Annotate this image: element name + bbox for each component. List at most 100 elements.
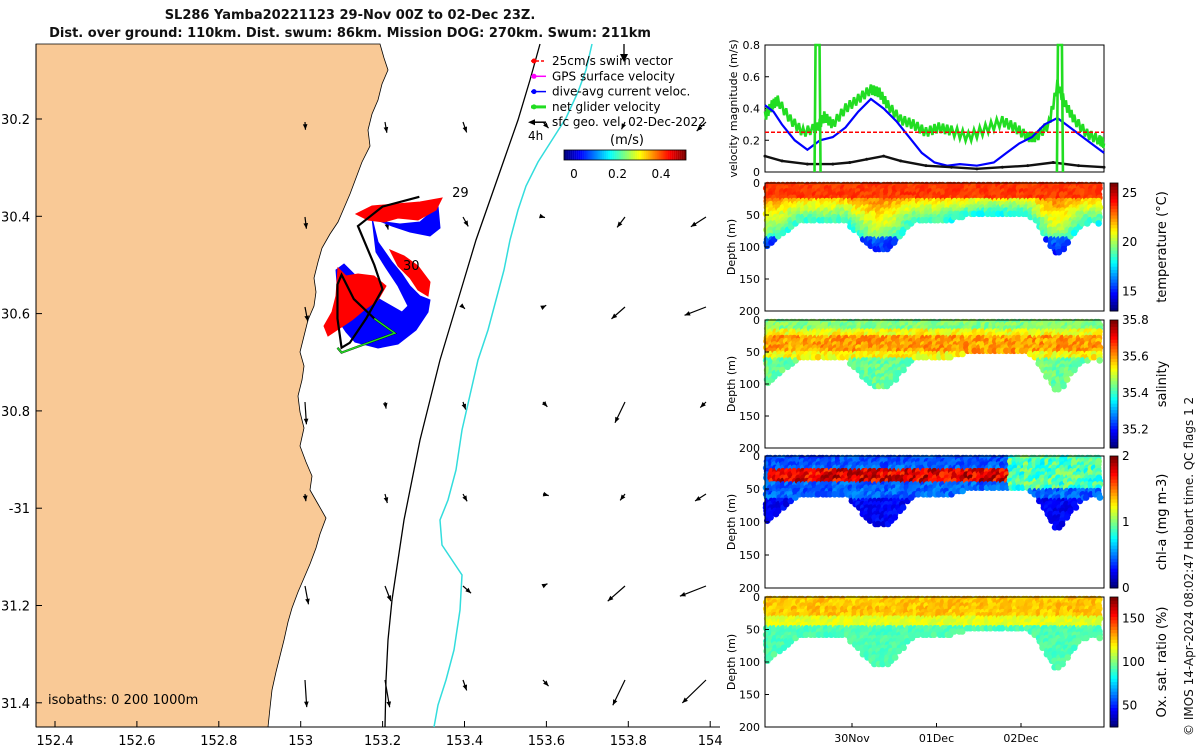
depth-tick-label: 0 <box>753 314 760 327</box>
section-data-point <box>767 321 774 329</box>
section-data-point <box>763 197 770 205</box>
section-data-point <box>1051 344 1058 351</box>
section-data-point <box>940 631 947 639</box>
section-data-point <box>1042 595 1050 603</box>
section-data-point <box>854 318 862 326</box>
section-data-point <box>872 194 880 202</box>
geo-velocity-arrowhead <box>382 402 388 409</box>
section-data-point <box>875 602 882 609</box>
section-data-point <box>1039 350 1046 358</box>
section-data-point <box>895 321 902 329</box>
section-data-point <box>791 207 798 214</box>
section-data-point <box>775 641 783 648</box>
colorbar-swatch <box>1110 307 1118 312</box>
section-data-point <box>827 471 835 478</box>
section-data-point <box>1050 611 1058 619</box>
section-data-point <box>854 598 862 606</box>
section-data-point <box>907 615 915 622</box>
section-data-point <box>778 194 786 202</box>
section-data-point <box>775 608 783 616</box>
section-data-point <box>1040 331 1047 339</box>
section-data-point <box>960 194 967 202</box>
section-data-point <box>1056 605 1064 613</box>
section-data-point <box>947 207 955 214</box>
section-data-point <box>1003 615 1010 622</box>
colorbar-swatch <box>1110 525 1118 530</box>
section-data-point <box>963 344 970 351</box>
section-data-point <box>1030 484 1038 492</box>
section-data-point <box>876 641 883 648</box>
section-data-point <box>887 657 895 665</box>
section-data-point <box>898 318 906 326</box>
section-data-point <box>1035 602 1043 609</box>
section-data-point <box>1056 331 1064 339</box>
section-data-point <box>875 242 883 250</box>
section-data-point <box>867 369 875 377</box>
section-data-point <box>1052 341 1059 348</box>
section-data-point <box>995 481 1003 488</box>
section-data-point <box>930 318 938 326</box>
section-data-point <box>771 467 779 475</box>
section-data-point <box>923 458 931 465</box>
section-data-point <box>839 615 846 622</box>
section-data-point <box>808 197 816 205</box>
section-data-point <box>940 484 948 492</box>
colorbar-swatch <box>1110 266 1118 270</box>
section-data-point <box>920 621 927 629</box>
section-data-point <box>983 615 991 622</box>
section-data-point <box>1008 337 1015 345</box>
colorbar-swatch <box>1110 211 1118 216</box>
section-data-point <box>904 328 911 335</box>
section-data-point <box>1043 598 1051 606</box>
section-data-point <box>900 497 907 505</box>
section-data-point <box>830 321 838 329</box>
section-data-point <box>1059 204 1066 211</box>
section-data-point <box>1012 328 1019 335</box>
section-data-point <box>1006 207 1014 214</box>
section-data-point <box>771 487 779 495</box>
section-data-point <box>1064 634 1072 642</box>
section-data-point <box>1072 484 1080 492</box>
section-data-point <box>892 366 900 374</box>
section-data-point <box>839 341 847 348</box>
section-data-point <box>806 595 814 603</box>
section-data-point <box>779 481 787 488</box>
section-data-point <box>976 207 983 214</box>
section-data-point <box>847 454 854 462</box>
section-data-point <box>803 484 811 492</box>
section-data-point <box>992 341 1000 348</box>
section-data-point <box>768 461 775 468</box>
section-data-point <box>851 641 859 648</box>
section-data-point <box>1047 454 1055 462</box>
section-data-point <box>955 605 962 613</box>
section-data-point <box>879 239 887 246</box>
section-data-point <box>1046 507 1054 515</box>
section-data-point <box>1080 484 1087 492</box>
section-data-point <box>856 634 864 642</box>
section-data-point <box>832 487 839 495</box>
colorbar-swatch <box>1110 403 1118 407</box>
section-data-point <box>1027 197 1034 205</box>
section-data-point <box>768 344 775 351</box>
section-data-point <box>999 181 1007 189</box>
section-data-point <box>1056 213 1063 221</box>
section-data-point <box>839 611 847 619</box>
section-data-point <box>1060 194 1067 202</box>
section-data-point <box>791 477 799 485</box>
section-data-point <box>844 207 852 214</box>
section-data-point <box>771 647 778 655</box>
section-data-point <box>874 197 882 205</box>
section-data-point <box>891 497 899 505</box>
section-data-point <box>942 184 950 192</box>
section-data-point <box>1044 461 1052 468</box>
section-data-point <box>947 461 955 468</box>
section-data-point <box>1064 347 1071 355</box>
section-data-point <box>835 484 842 492</box>
section-data-point <box>872 360 880 367</box>
section-data-point <box>955 194 963 202</box>
section-data-point <box>908 191 916 198</box>
section-data-point <box>798 611 806 619</box>
section-data-point <box>819 481 826 488</box>
section-data-point <box>1043 226 1051 234</box>
section-data-point <box>891 232 899 240</box>
